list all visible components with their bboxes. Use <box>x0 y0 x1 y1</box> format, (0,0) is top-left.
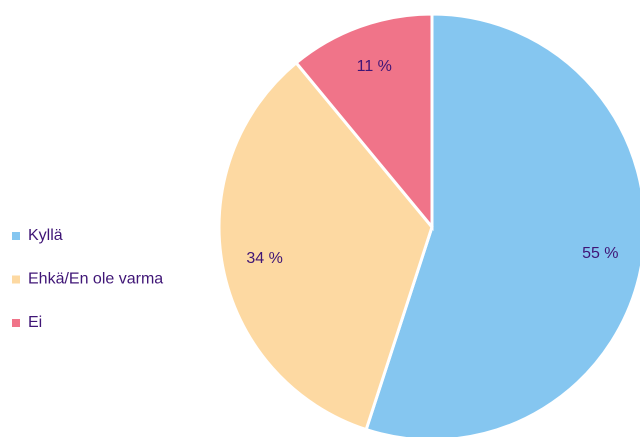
data-label: 55 % <box>582 245 618 262</box>
legend-swatch <box>12 232 20 240</box>
pie-slice <box>364 12 640 437</box>
pie-slice <box>217 60 434 432</box>
legend-label: Kyllä <box>28 227 63 244</box>
pie-slice <box>294 12 434 232</box>
legend-swatch <box>12 319 20 327</box>
data-label: 34 % <box>246 250 282 267</box>
legend-label: Ehkä/En ole varma <box>28 271 163 288</box>
legend-swatch <box>12 275 20 284</box>
data-label: 11 % <box>357 58 392 75</box>
legend-label: Ei <box>28 314 42 331</box>
